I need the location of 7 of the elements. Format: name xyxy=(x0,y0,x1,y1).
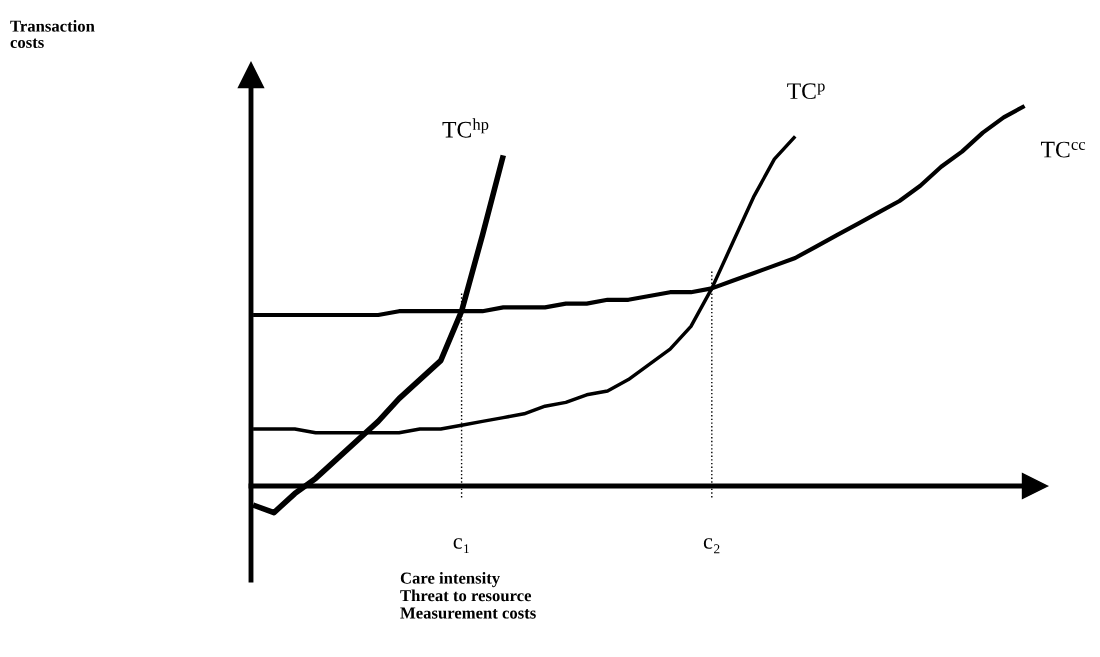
series-label: TC$^{hp}$ xyxy=(442,118,489,138)
series-label: TC$^{p}$ xyxy=(787,83,825,100)
series-label: TC$^{cc}$ xyxy=(1040,141,1086,158)
text: Transaction costs xyxy=(10,20,95,48)
x-tick-label: c₁ xyxy=(453,538,469,554)
x-tick-label: c₂ xyxy=(703,538,720,554)
x-axis-title: Care intensity Threat to resource Measurement costs xyxy=(400,572,536,619)
